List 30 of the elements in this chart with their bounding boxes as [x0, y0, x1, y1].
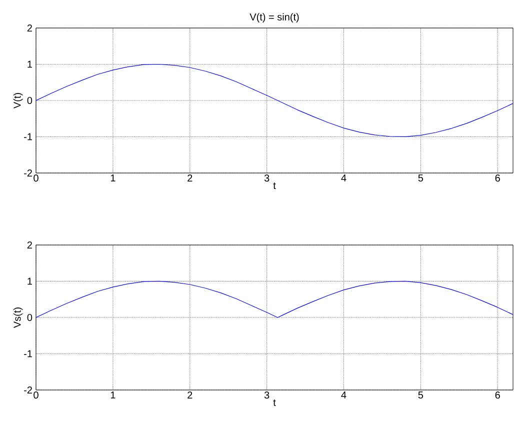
y-axis-title: Vs(t): [13, 308, 23, 328]
x-tick-label: 5: [418, 174, 424, 182]
y-tick-label: -2: [24, 169, 32, 176]
y-tick-label: 1: [28, 60, 32, 68]
y-tick-label: -1: [24, 350, 32, 358]
x-tick-label: 4: [341, 392, 346, 398]
y-tick-label: 0: [27, 96, 32, 104]
x-tick-label: 0: [34, 174, 38, 182]
y-tick-label: -1: [24, 133, 32, 140]
y-tick-label: 2: [27, 24, 32, 32]
y-tick-label: 1: [28, 278, 32, 285]
x-tick-label: 1: [110, 392, 116, 398]
y-tick-label: 0: [27, 314, 32, 322]
x-tick-label: 6: [495, 174, 500, 182]
line-series: [36, 280, 513, 318]
x-tick-label: 6: [495, 392, 500, 399]
x-axis-title: t: [273, 399, 276, 406]
x-tick-label: 2: [188, 392, 192, 398]
chart-title: V(t) = sin(t): [250, 13, 299, 22]
x-tick-label: 5: [418, 392, 424, 398]
x-tick-label: 0: [34, 392, 38, 399]
x-axis-title: t: [273, 182, 276, 190]
y-tick-label: 2: [27, 242, 32, 248]
x-tick-label: 1: [110, 174, 116, 182]
x-tick-label: 2: [188, 174, 192, 182]
y-tick-label: -2: [24, 386, 32, 394]
y-axis-title: V(t): [13, 93, 23, 108]
x-tick-label: 3: [264, 392, 270, 399]
x-tick-label: 4: [341, 174, 346, 182]
x-tick-label: 3: [264, 174, 270, 182]
